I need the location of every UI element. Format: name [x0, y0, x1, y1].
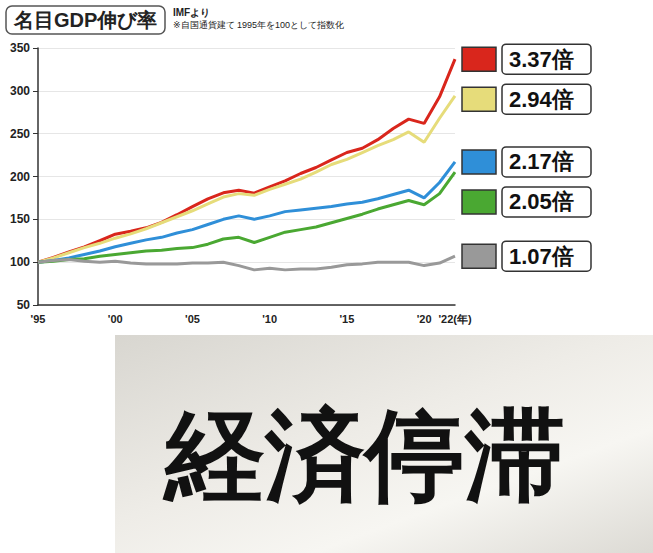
- svg-text:100: 100: [10, 255, 30, 269]
- svg-text:'22(年): '22(年): [438, 313, 472, 325]
- svg-text:200: 200: [10, 170, 30, 184]
- svg-text:250: 250: [10, 127, 30, 141]
- svg-text:'15: '15: [339, 313, 354, 325]
- svg-text:300: 300: [10, 84, 30, 98]
- svg-text:※自国通貨建て 1995年を100として指数化: ※自国通貨建て 1995年を100として指数化: [173, 20, 344, 30]
- svg-text:1.07倍: 1.07倍: [509, 244, 574, 269]
- svg-text:名目GDP伸び率: 名目GDP伸び率: [13, 9, 157, 31]
- svg-text:50: 50: [17, 298, 31, 312]
- svg-text:2.94倍: 2.94倍: [509, 87, 574, 112]
- svg-text:'00: '00: [108, 313, 123, 325]
- svg-text:'05: '05: [185, 313, 200, 325]
- svg-text:2.17倍: 2.17倍: [509, 149, 574, 174]
- svg-text:2.05倍: 2.05倍: [509, 189, 574, 214]
- svg-text:IMFより: IMFより: [173, 7, 210, 18]
- svg-text:'95: '95: [31, 313, 46, 325]
- svg-text:'20: '20: [417, 313, 432, 325]
- svg-text:'10: '10: [262, 313, 277, 325]
- html-text:経済停滞: 経済停滞: [165, 396, 565, 514]
- svg-text:3.37倍: 3.37倍: [509, 47, 574, 72]
- svg-text:150: 150: [10, 212, 30, 226]
- svg-text:350: 350: [10, 41, 30, 55]
